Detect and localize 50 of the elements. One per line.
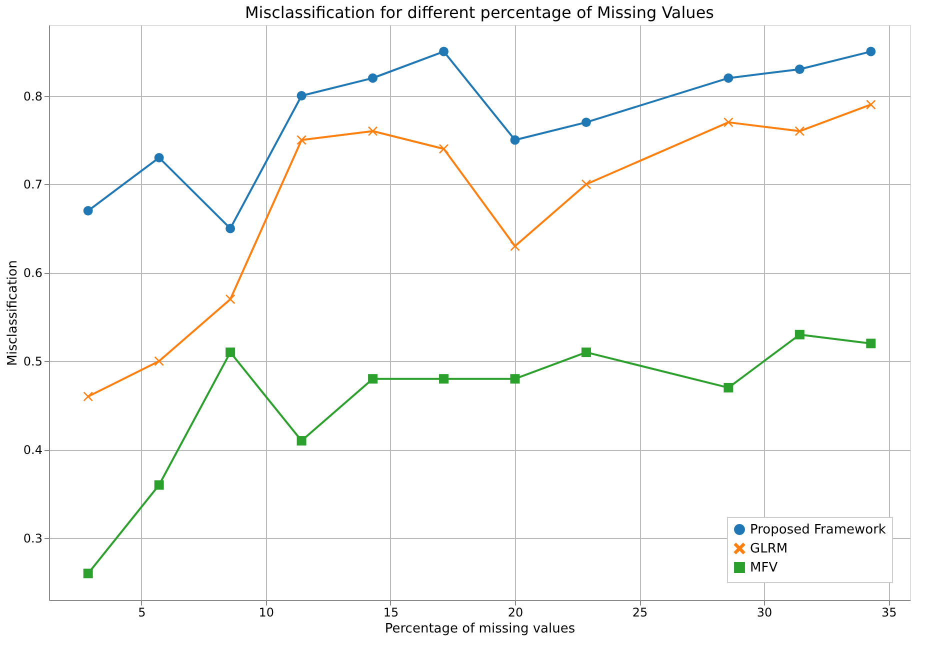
x-tick-label: 10 — [258, 606, 274, 620]
point — [154, 152, 164, 162]
point — [226, 348, 236, 358]
point — [581, 348, 591, 358]
point — [724, 382, 734, 392]
point — [83, 392, 93, 402]
point — [724, 118, 734, 128]
x-tick-label: 5 — [138, 606, 146, 620]
point — [510, 241, 520, 251]
legend-label: MFV — [750, 560, 778, 576]
y-tick-label: 0.7 — [23, 178, 42, 192]
legend-label: GLRM — [750, 542, 788, 556]
point — [794, 126, 804, 136]
point — [510, 135, 520, 145]
point — [296, 436, 306, 446]
y-tick-label: 0.3 — [23, 532, 42, 546]
x-tick-label: 30 — [756, 606, 772, 620]
point — [794, 64, 804, 74]
point — [368, 126, 378, 136]
x-tick-label: 35 — [881, 606, 897, 620]
y-axis-title: Misclassification — [5, 260, 20, 366]
point — [154, 480, 164, 490]
point — [581, 118, 591, 128]
y-tick-label: 0.8 — [23, 89, 42, 104]
y-tick-label: 0.6 — [23, 266, 42, 280]
point — [866, 338, 876, 348]
point — [510, 374, 520, 384]
x-tick-label: 15 — [383, 606, 399, 620]
point — [226, 224, 236, 234]
point — [439, 374, 449, 384]
y-tick-label: 0.5 — [23, 354, 42, 369]
y-tick-label: 0.4 — [23, 443, 42, 458]
point — [226, 294, 236, 304]
point — [83, 206, 93, 216]
point — [439, 46, 449, 56]
point — [368, 374, 378, 384]
point — [439, 144, 449, 154]
point — [866, 46, 876, 56]
legend-label: Proposed Framework — [750, 522, 886, 538]
x-axis-title: Percentage of missing values — [384, 622, 576, 636]
x-tick-label: 25 — [632, 606, 648, 620]
point — [83, 568, 93, 578]
x-tick-label: 20 — [508, 606, 524, 620]
point — [154, 356, 164, 366]
chart-title: Misclassification for different percentage of Missing Values — [245, 3, 714, 22]
point — [368, 73, 378, 83]
point — [866, 100, 876, 110]
point — [794, 330, 804, 340]
point — [296, 91, 306, 101]
point — [724, 73, 734, 83]
